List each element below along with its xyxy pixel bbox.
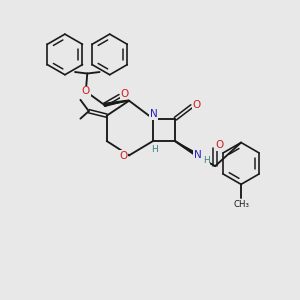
Text: H: H <box>203 156 209 165</box>
Text: H: H <box>151 145 158 154</box>
Text: O: O <box>120 151 128 161</box>
Text: N: N <box>194 150 202 160</box>
Text: N: N <box>150 109 158 119</box>
Polygon shape <box>104 100 129 106</box>
Text: O: O <box>192 100 200 110</box>
Text: O: O <box>120 88 128 98</box>
Polygon shape <box>175 142 196 155</box>
Text: O: O <box>82 86 90 96</box>
Text: CH₃: CH₃ <box>233 200 249 209</box>
Text: O: O <box>215 140 224 150</box>
